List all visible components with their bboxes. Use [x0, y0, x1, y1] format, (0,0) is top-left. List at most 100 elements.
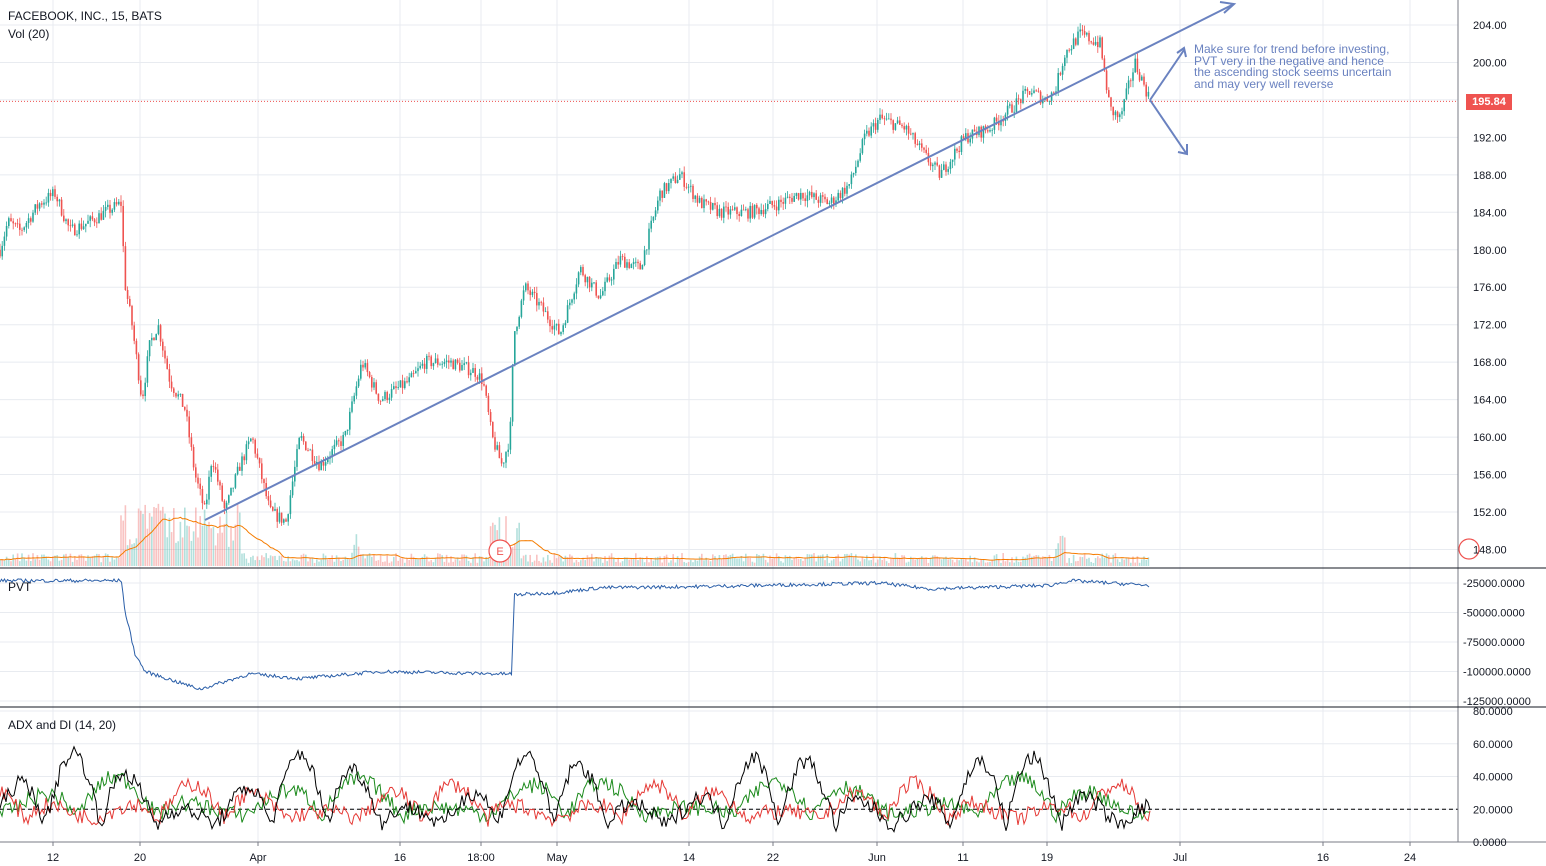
volume-bar: [386, 555, 388, 566]
candle-body: [346, 429, 349, 432]
volume-bar: [569, 554, 571, 566]
candle-body: [1145, 84, 1147, 97]
time-tick-label: 19: [1041, 852, 1053, 864]
volume-bar: [1042, 556, 1044, 566]
volume-bar: [335, 555, 338, 566]
volume-bar: [797, 558, 800, 566]
volume-bar: [608, 555, 611, 566]
candle-body: [725, 206, 727, 208]
candle-body: [250, 438, 252, 442]
candle-body: [573, 293, 575, 300]
volume-bar: [971, 562, 974, 566]
volume-bar: [1057, 543, 1059, 566]
candle-body: [496, 445, 498, 450]
candle-body: [962, 136, 965, 139]
candle-body: [232, 487, 234, 489]
volume-bar: [1037, 555, 1040, 566]
candle-body: [89, 216, 91, 221]
candle-body: [668, 183, 670, 192]
candle-body: [470, 372, 472, 376]
volume-bar: [564, 555, 567, 566]
candle-body: [1009, 104, 1011, 106]
volume-bar: [1145, 559, 1147, 566]
candle-body: [626, 262, 628, 268]
candle-body: [456, 359, 459, 363]
volume-bar: [364, 558, 366, 566]
volume-bar: [23, 558, 25, 566]
volume-bar: [916, 558, 919, 566]
volume-bar: [212, 526, 215, 566]
volume-bar: [122, 520, 124, 566]
candle-body: [1110, 97, 1112, 107]
candle-body: [261, 463, 263, 480]
volume-bar: [115, 557, 118, 566]
candle-body: [815, 193, 817, 200]
volume-bar: [45, 556, 47, 566]
volume-bar: [76, 559, 78, 566]
candle-body: [417, 368, 419, 372]
candle-body: [960, 136, 963, 153]
volume-bar: [872, 553, 875, 566]
candle-body: [162, 341, 164, 351]
volume-bar: [846, 553, 848, 566]
volume-bar: [241, 553, 243, 566]
volume-bar: [340, 561, 342, 566]
candle-body: [124, 246, 127, 290]
volume-bar: [485, 557, 487, 566]
candle-body: [1050, 92, 1053, 101]
trendline-arrowhead: [1219, 1, 1237, 14]
candle-body: [454, 359, 457, 370]
candle-body: [874, 123, 877, 130]
volume-bar: [1121, 558, 1123, 566]
candle-body: [529, 290, 531, 295]
candle-body: [597, 295, 600, 299]
candle-body: [580, 266, 582, 273]
candle-body: [773, 205, 776, 207]
candle-body: [577, 272, 580, 285]
candle-body: [646, 249, 648, 251]
candle-body: [1103, 58, 1106, 71]
candle-body: [5, 226, 8, 237]
volume-bar: [93, 555, 96, 566]
candle-body: [734, 207, 736, 210]
volume-bar: [749, 557, 751, 566]
volume-bar: [1136, 556, 1139, 566]
candle-body: [555, 323, 558, 326]
candle-body: [1017, 98, 1020, 100]
volume-bar: [316, 559, 318, 566]
candle-body: [1097, 41, 1099, 48]
candle-body: [674, 176, 677, 184]
volume-bar: [674, 562, 677, 566]
candle-body: [316, 461, 318, 464]
volume-bar: [760, 556, 762, 566]
candle-body: [995, 117, 998, 122]
candle-body: [888, 118, 890, 120]
volume-bar: [170, 532, 173, 566]
candle-body: [175, 392, 177, 397]
candle-body: [1022, 90, 1024, 104]
volume-bar: [34, 559, 36, 566]
volume-bar: [129, 539, 131, 566]
volume-bar: [195, 507, 197, 566]
volume-bar: [1006, 558, 1009, 566]
candle-body: [276, 509, 278, 522]
candle-body: [379, 400, 382, 402]
candle-body: [272, 507, 274, 511]
candle-body: [395, 386, 397, 389]
candle-body: [652, 216, 655, 221]
volume-bar: [720, 559, 723, 566]
candle-body: [549, 319, 551, 327]
volume-bar: [276, 560, 278, 566]
volume-bar: [3, 560, 6, 566]
candle-body: [520, 300, 523, 317]
candle-body: [547, 311, 549, 320]
volume-bar: [232, 540, 234, 566]
candle-body: [769, 200, 771, 204]
volume-bar: [984, 562, 987, 566]
candle-body: [650, 220, 652, 229]
volume-bar: [0, 559, 1, 566]
candle-body: [487, 395, 490, 413]
volume-bar: [151, 516, 153, 566]
